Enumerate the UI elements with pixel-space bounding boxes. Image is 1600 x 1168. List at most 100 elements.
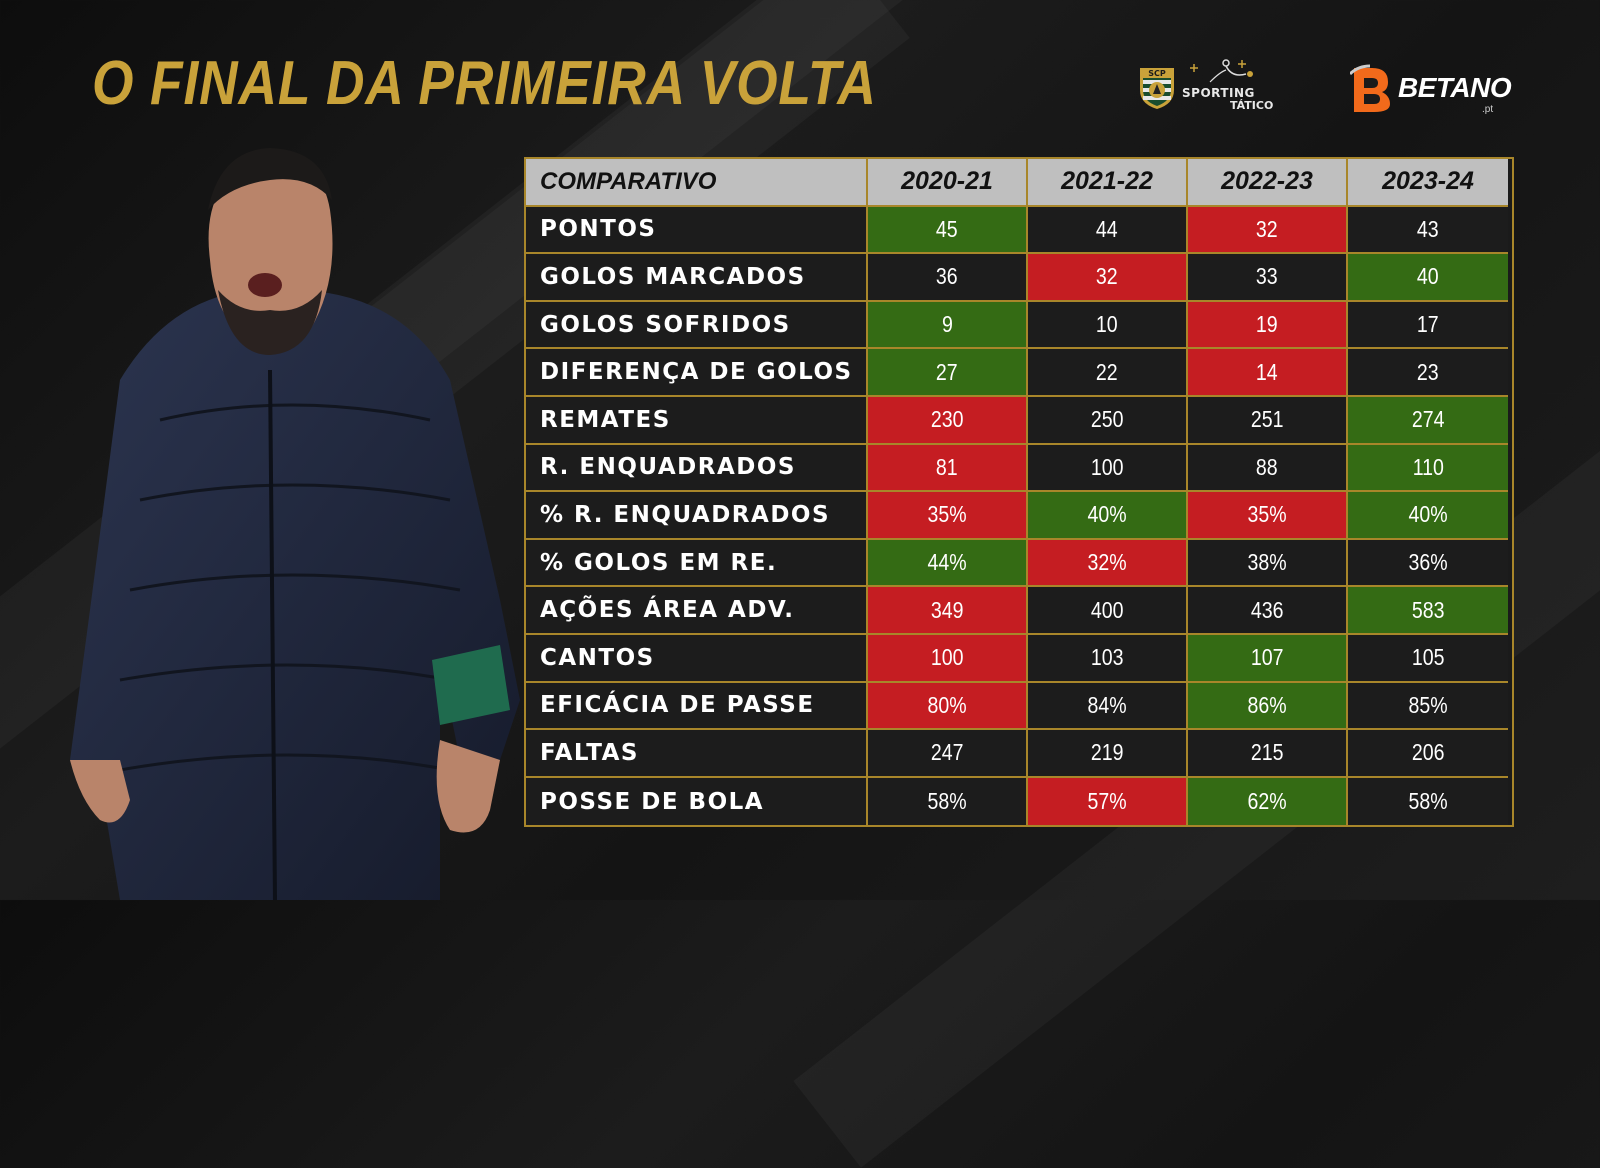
tactics-arrows-icon bbox=[1190, 59, 1253, 83]
value-cell: 107 bbox=[1188, 634, 1348, 683]
header-cell: 2020-21 bbox=[868, 159, 1028, 207]
row-label: AÇÕES ÁREA ADV. bbox=[526, 587, 868, 635]
table-body: PONTOS 45 44 32 43 GOLOS MARCADOS 36 32 33 40 GOLO… bbox=[526, 206, 1512, 826]
value-text: 274 bbox=[1411, 406, 1445, 433]
row-label: POSSE DE BOLA bbox=[526, 777, 868, 826]
value-text: 436 bbox=[1250, 596, 1284, 623]
value-text: 206 bbox=[1411, 739, 1445, 766]
value-cell: 400 bbox=[1028, 587, 1188, 635]
value-cell: 105 bbox=[1348, 634, 1508, 683]
betano-wordmark: BETANO bbox=[1398, 72, 1512, 103]
header-cell: 2023-24 bbox=[1348, 159, 1508, 207]
value-cell: 40% bbox=[1348, 492, 1508, 540]
value-text: 86% bbox=[1247, 691, 1287, 718]
value-cell: 35% bbox=[1188, 492, 1348, 540]
value-cell: 45 bbox=[868, 206, 1028, 255]
row-label: GOLOS SOFRIDOS bbox=[526, 301, 868, 350]
value-cell: 349 bbox=[868, 587, 1028, 635]
row-label: REMATES bbox=[526, 396, 868, 445]
table-header-row: COMPARATIVO 2020-21 2021-22 2022-23 2023… bbox=[526, 159, 1512, 207]
value-text: 57% bbox=[1087, 788, 1127, 815]
betano-domain-suffix: .pt bbox=[1482, 104, 1494, 115]
coach-photo bbox=[70, 148, 520, 900]
value-text: 250 bbox=[1090, 406, 1124, 433]
table-row: % GOLOS EM RE. 44% 32% 38% 36% bbox=[526, 539, 1512, 588]
value-text: 10 bbox=[1096, 311, 1118, 338]
value-cell: 40% bbox=[1028, 492, 1188, 540]
sporting-tatico-logo: SCP SPORTING TÁTICO bbox=[1138, 58, 1298, 118]
value-cell: 85% bbox=[1348, 682, 1508, 731]
value-cell: 436 bbox=[1188, 587, 1348, 635]
value-cell: 80% bbox=[868, 682, 1028, 731]
value-cell: 40 bbox=[1348, 254, 1508, 302]
value-cell: 62% bbox=[1188, 777, 1348, 826]
value-text: 84% bbox=[1087, 691, 1127, 718]
value-text: 35% bbox=[1247, 501, 1287, 528]
row-label: GOLOS MARCADOS bbox=[526, 254, 868, 302]
value-cell: 100 bbox=[1028, 444, 1188, 493]
value-text: 219 bbox=[1090, 739, 1124, 766]
value-text: 44% bbox=[927, 549, 967, 576]
value-cell: 103 bbox=[1028, 634, 1188, 683]
table-row: PONTOS 45 44 32 43 bbox=[526, 206, 1512, 255]
header-cell: 2021-22 bbox=[1028, 159, 1188, 207]
value-cell: 32 bbox=[1028, 254, 1188, 302]
value-text: 349 bbox=[930, 596, 964, 623]
value-text: 40% bbox=[1408, 501, 1448, 528]
row-label: R. ENQUADRADOS bbox=[526, 444, 868, 493]
value-cell: 57% bbox=[1028, 777, 1188, 826]
value-text: 81 bbox=[936, 453, 958, 480]
value-cell: 14 bbox=[1188, 349, 1348, 397]
page-title: O FINAL DA PRIMEIRA VOLTA bbox=[92, 49, 877, 118]
value-text: 110 bbox=[1412, 453, 1444, 480]
sporting-crest-icon: SCP bbox=[1140, 68, 1174, 109]
row-label: PONTOS bbox=[526, 206, 868, 255]
value-text: 247 bbox=[930, 739, 964, 766]
value-cell: 9 bbox=[868, 301, 1028, 350]
row-label: CANTOS bbox=[526, 634, 868, 683]
value-cell: 36% bbox=[1348, 539, 1508, 588]
value-text: 100 bbox=[930, 644, 964, 671]
table-row: R. ENQUADRADOS 81 100 88 110 bbox=[526, 444, 1512, 493]
value-text: 100 bbox=[1090, 453, 1124, 480]
value-cell: 274 bbox=[1348, 396, 1508, 445]
value-text: 583 bbox=[1411, 596, 1445, 623]
value-cell: 58% bbox=[1348, 777, 1508, 826]
value-text: 85% bbox=[1408, 691, 1448, 718]
value-text: 45 bbox=[936, 215, 958, 242]
value-cell: 86% bbox=[1188, 682, 1348, 731]
value-cell: 10 bbox=[1028, 301, 1188, 350]
value-cell: 219 bbox=[1028, 730, 1188, 778]
value-cell: 100 bbox=[868, 634, 1028, 683]
value-text: 35% bbox=[927, 501, 967, 528]
value-text: 36 bbox=[936, 263, 958, 290]
value-text: 44 bbox=[1096, 215, 1118, 242]
table-row: AÇÕES ÁREA ADV. 349 400 436 583 bbox=[526, 587, 1512, 635]
value-text: 22 bbox=[1096, 358, 1118, 385]
value-text: 40% bbox=[1087, 501, 1127, 528]
value-cell: 58% bbox=[868, 777, 1028, 826]
value-cell: 27 bbox=[868, 349, 1028, 397]
value-text: 9 bbox=[941, 311, 953, 338]
sporting-word: SPORTING bbox=[1182, 86, 1255, 100]
value-text: 38% bbox=[1247, 549, 1287, 576]
value-text: 105 bbox=[1411, 644, 1445, 671]
value-text: 230 bbox=[930, 406, 964, 433]
header-cell: COMPARATIVO bbox=[526, 159, 868, 207]
value-cell: 250 bbox=[1028, 396, 1188, 445]
value-cell: 32 bbox=[1188, 206, 1348, 255]
value-cell: 215 bbox=[1188, 730, 1348, 778]
table-row: EFICÁCIA DE PASSE 80% 84% 86% 85% bbox=[526, 682, 1512, 731]
value-cell: 38% bbox=[1188, 539, 1348, 588]
value-cell: 110 bbox=[1348, 444, 1508, 493]
value-text: 58% bbox=[927, 788, 967, 815]
value-cell: 251 bbox=[1188, 396, 1348, 445]
svg-text:SCP: SCP bbox=[1148, 69, 1166, 78]
value-text: 215 bbox=[1250, 739, 1284, 766]
value-cell: 44 bbox=[1028, 206, 1188, 255]
value-cell: 43 bbox=[1348, 206, 1508, 255]
value-text: 62% bbox=[1247, 788, 1287, 815]
value-cell: 22 bbox=[1028, 349, 1188, 397]
value-text: 14 bbox=[1256, 358, 1278, 385]
table-row: CANTOS 100 103 107 105 bbox=[526, 634, 1512, 683]
